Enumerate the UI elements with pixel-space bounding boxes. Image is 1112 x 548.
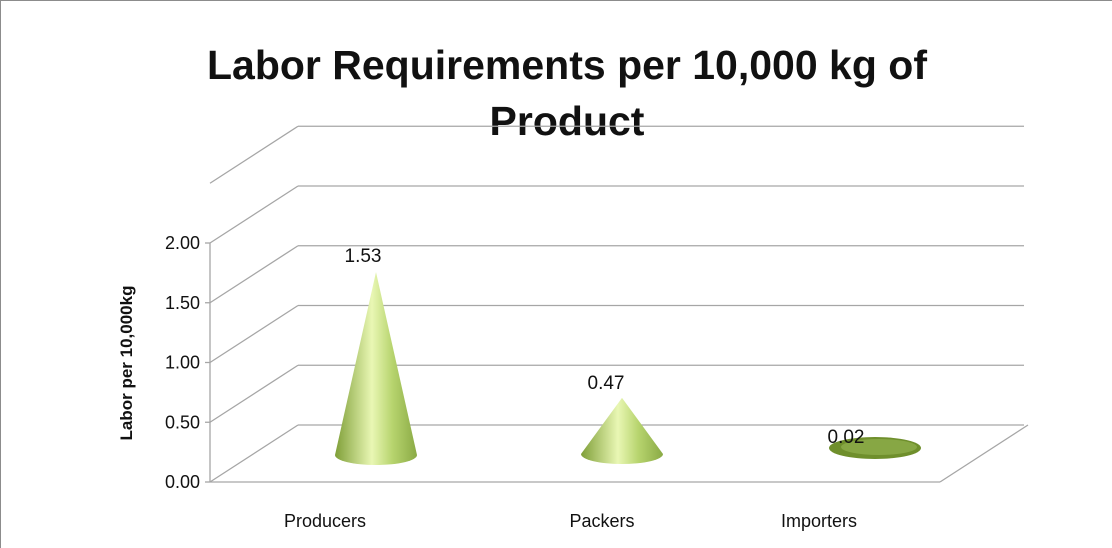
cones [335, 272, 921, 465]
gridlines [209, 125, 1029, 483]
floor-right-edge [939, 424, 1029, 483]
side-gridline [209, 185, 299, 244]
y-tick-label: 0.50 [165, 412, 200, 432]
y-axis-title: Labor per 10,000kg [117, 286, 136, 441]
x-tick-label: Producers [284, 511, 366, 531]
labels: Producers 1.53 Packers 0.47 Importers 0.02 [284, 246, 865, 531]
chart-title: Labor Requirements per 10,000 kg of Prod… [206, 42, 927, 144]
cone-highlight [841, 439, 917, 455]
y-tick-label: 2.00 [165, 233, 200, 253]
side-gridline [209, 245, 299, 304]
side-gridline [209, 364, 299, 423]
data-label: 0.02 [828, 427, 865, 448]
y-tick-label: 1.00 [165, 353, 200, 373]
side-gridline [209, 424, 299, 483]
side-gridline [209, 304, 299, 364]
cone [581, 397, 663, 464]
side-gridline [209, 125, 299, 184]
y-tick-label: 0.00 [165, 472, 200, 492]
data-label: 1.53 [345, 246, 382, 267]
data-label: 0.47 [588, 373, 625, 394]
x-tick-label: Importers [781, 511, 857, 531]
x-tick-label: Packers [569, 511, 634, 531]
axes: 0.00 0.50 1.00 1.50 2.00 Labor per 10,000kg [117, 233, 211, 492]
y-tick-label: 1.50 [165, 293, 200, 313]
cone [335, 272, 417, 465]
